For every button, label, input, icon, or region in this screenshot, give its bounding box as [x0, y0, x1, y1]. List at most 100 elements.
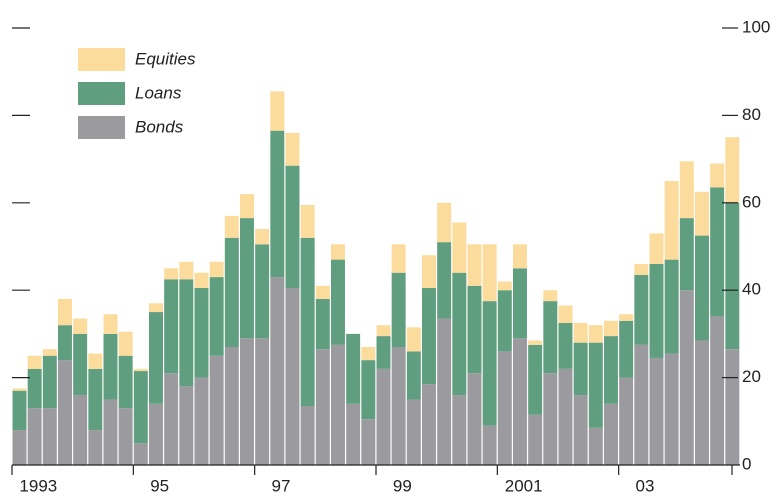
bar-segment	[664, 259, 679, 354]
bar-segment	[558, 368, 573, 465]
bar-segment	[710, 187, 725, 317]
bar-segment	[12, 390, 27, 431]
legend-label: Loans	[135, 83, 182, 102]
bar-segment	[604, 320, 618, 337]
bar-segment	[58, 360, 72, 465]
bar-segment	[376, 368, 391, 465]
bar-segment	[164, 279, 179, 374]
bar-segment	[27, 355, 42, 369]
bar-segment	[73, 318, 88, 334]
bar-segment	[346, 333, 361, 404]
bar-segment	[240, 218, 254, 339]
legend-label: Equities	[135, 49, 196, 68]
bar-segment	[285, 165, 300, 289]
bar-segment	[604, 336, 618, 404]
bar-segment	[315, 285, 330, 299]
bar-segment	[467, 244, 482, 286]
bar-segment	[482, 244, 497, 302]
legend-label: Bonds	[135, 117, 184, 136]
bar-segment	[42, 349, 57, 356]
bar-segment	[406, 399, 421, 465]
bar-segment	[573, 395, 588, 465]
bar-segment	[513, 244, 527, 269]
bar-segment	[588, 427, 603, 465]
bar-segment	[695, 235, 709, 341]
bar-segment	[255, 244, 270, 339]
bar-segment	[270, 130, 285, 278]
bar-segment	[543, 301, 558, 374]
bar-segment	[679, 218, 694, 291]
bar-segment	[73, 395, 88, 465]
bar-segment	[240, 194, 254, 219]
bar-segment	[513, 268, 527, 339]
bar-segment	[513, 338, 527, 465]
bar-segment	[497, 351, 512, 465]
bar-segment	[255, 229, 270, 245]
bar-segment	[725, 349, 740, 465]
bar-segment	[149, 403, 163, 465]
bar-segment	[118, 331, 133, 356]
bar-segment	[224, 347, 239, 465]
bar-segment	[619, 377, 634, 465]
bar-segment	[482, 425, 497, 465]
bar-segment	[467, 285, 482, 374]
bar-segment	[209, 355, 224, 465]
bar-segment	[331, 344, 345, 465]
y-tick-label: 0	[742, 454, 751, 473]
bar-segment	[133, 371, 148, 444]
bar-segment	[634, 263, 649, 275]
bar-segment	[664, 353, 679, 465]
bar-segment	[361, 419, 376, 465]
bar-segment	[42, 355, 57, 409]
bar-segment	[422, 384, 436, 465]
bar-segment	[391, 347, 406, 465]
bar-segment	[649, 263, 664, 358]
bar-segment	[679, 161, 694, 219]
bar-segment	[103, 333, 118, 400]
bar-segment	[725, 137, 740, 203]
x-tick-label: 1993	[19, 476, 57, 495]
bar-segment	[406, 351, 421, 400]
bar-segment	[315, 349, 330, 465]
bar-segment	[88, 430, 103, 465]
bar-segment	[649, 357, 664, 465]
bar-segment	[240, 338, 254, 465]
legend-swatch	[78, 82, 125, 105]
x-tick-label: 99	[393, 476, 412, 495]
bar-segment	[695, 191, 709, 236]
y-tick-label: 80	[742, 105, 761, 124]
bar-segment	[331, 259, 345, 345]
bar-segment	[619, 320, 634, 378]
bar-segment	[543, 373, 558, 465]
bar-segment	[27, 408, 42, 465]
bar-segment	[255, 338, 270, 465]
bar-segment	[725, 202, 740, 350]
bar-segment	[194, 272, 209, 289]
bar-segment	[164, 268, 179, 280]
bar-segment	[452, 395, 467, 465]
bar-segment	[331, 244, 345, 260]
bar-segment	[437, 242, 452, 319]
y-tick-label: 100	[742, 17, 770, 36]
y-tick-label: 60	[742, 192, 761, 211]
bar-segment	[300, 237, 315, 407]
bar-segment	[452, 272, 467, 396]
bar-segment	[103, 399, 118, 465]
bar-segment	[528, 340, 543, 345]
bar-segment	[179, 279, 194, 387]
bar-segment	[391, 272, 406, 348]
x-tick-label: 2001	[505, 476, 543, 495]
bar-segment	[224, 215, 239, 238]
bar-segment	[710, 316, 725, 465]
bar-segment	[133, 443, 148, 465]
bar-segment	[179, 261, 194, 280]
bar-segment	[588, 342, 603, 428]
bar-segment	[194, 377, 209, 465]
bar-segment	[558, 322, 573, 369]
bar-segment	[437, 318, 452, 465]
bar-segment	[346, 403, 361, 465]
bar-segment	[376, 325, 391, 337]
bar-segment	[558, 305, 573, 323]
bar-segment	[482, 301, 497, 426]
